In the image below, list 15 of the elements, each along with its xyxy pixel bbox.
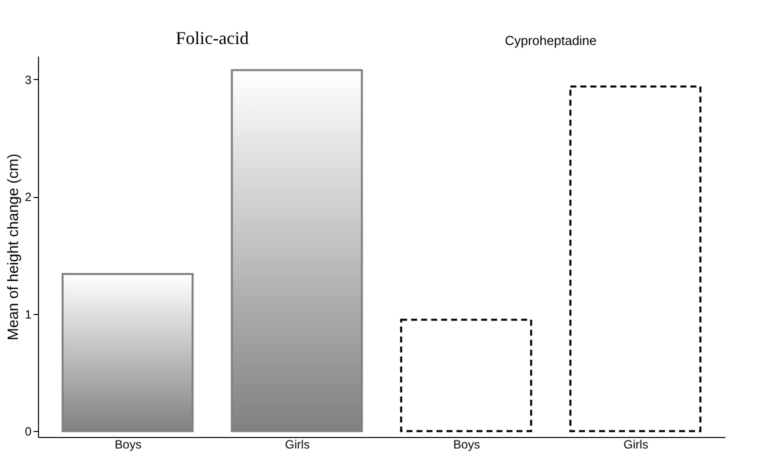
x-tick-label: Boys [114,438,142,452]
bar [569,85,702,432]
y-tick-label: 2 [24,190,32,204]
y-tick-label: 3 [24,72,32,87]
bar [400,318,532,432]
y-tick-label: 1 [24,307,32,322]
text: Folic-acid [176,28,249,48]
y-axis-title: Mean of height change (cm) [4,154,22,340]
text: Cyproheptadine [504,33,597,48]
bar [62,273,194,432]
x-tick-label: Girls [285,438,310,452]
x-tick-label: Boys [453,438,480,452]
x-tick-label: Girls [624,438,648,452]
bar [230,69,363,432]
y-tick-label: 0 [24,424,32,439]
